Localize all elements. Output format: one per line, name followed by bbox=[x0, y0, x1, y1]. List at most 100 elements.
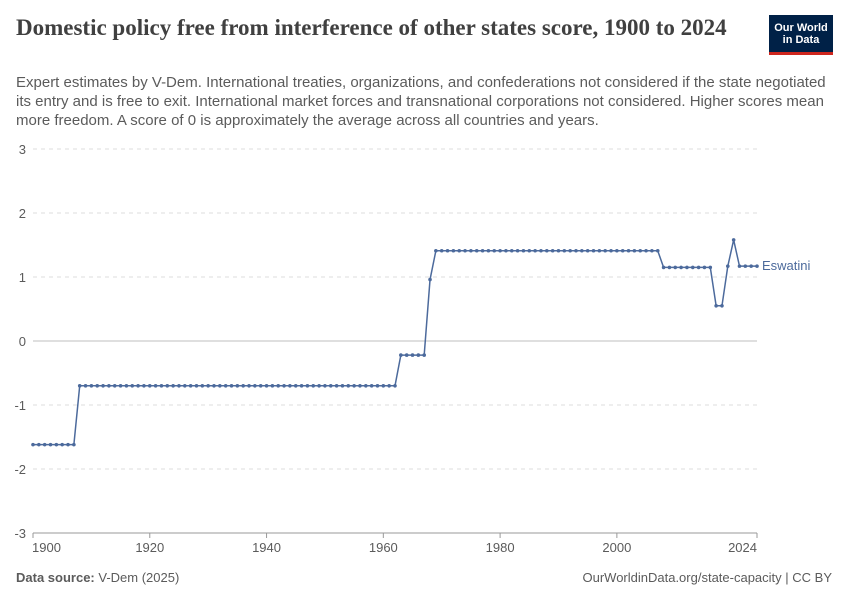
data-point bbox=[387, 384, 391, 388]
data-point bbox=[504, 248, 508, 253]
data-point bbox=[539, 248, 543, 253]
data-point bbox=[521, 248, 526, 253]
data-point bbox=[574, 248, 578, 253]
data-point bbox=[136, 384, 140, 388]
data-point bbox=[533, 248, 537, 253]
data-point bbox=[77, 384, 82, 388]
data-point bbox=[37, 442, 41, 447]
data-point bbox=[258, 384, 263, 388]
data-point bbox=[223, 384, 228, 388]
data-point bbox=[183, 384, 187, 388]
data-point bbox=[644, 248, 648, 253]
data-source: Data source: V-Dem (2025) bbox=[16, 570, 179, 585]
data-point bbox=[434, 248, 438, 253]
data-point bbox=[305, 384, 310, 388]
x-tick-label: 1940 bbox=[252, 540, 281, 555]
data-point bbox=[422, 353, 426, 357]
data-point bbox=[241, 384, 245, 388]
x-tick-label: 1960 bbox=[369, 540, 398, 555]
data-point bbox=[731, 238, 736, 242]
data-point bbox=[690, 265, 695, 270]
data-point bbox=[696, 265, 701, 270]
data-point bbox=[31, 442, 35, 447]
data-point bbox=[393, 384, 397, 388]
data-point bbox=[270, 384, 275, 388]
data-point bbox=[562, 248, 567, 253]
owid-logo[interactable]: Our World in Data bbox=[769, 15, 833, 55]
data-point bbox=[323, 384, 327, 388]
data-point bbox=[410, 353, 415, 357]
data-point bbox=[48, 442, 53, 447]
data-point bbox=[632, 248, 637, 253]
data-point bbox=[469, 248, 473, 253]
data-point bbox=[714, 304, 718, 308]
data-point bbox=[364, 384, 368, 388]
data-point bbox=[334, 384, 339, 388]
data-point bbox=[492, 248, 497, 253]
source-url[interactable]: OurWorldinData.org/state-capacity | CC B… bbox=[582, 570, 832, 585]
data-point bbox=[130, 384, 135, 388]
data-point bbox=[650, 248, 654, 253]
data-point bbox=[293, 384, 298, 388]
data-point bbox=[206, 384, 210, 388]
data-point bbox=[591, 248, 596, 253]
logo-line-1: Our World bbox=[774, 21, 828, 34]
x-tick-label: 1920 bbox=[135, 540, 164, 555]
y-tick-label: 2 bbox=[19, 206, 26, 221]
data-point bbox=[72, 442, 76, 447]
data-point bbox=[328, 384, 333, 388]
data-point bbox=[626, 248, 631, 253]
data-point bbox=[457, 248, 462, 253]
data-point bbox=[83, 384, 88, 388]
y-tick-label: -2 bbox=[14, 462, 26, 477]
data-source-value: V-Dem (2025) bbox=[98, 570, 180, 585]
data-point bbox=[545, 248, 549, 253]
data-point bbox=[264, 384, 269, 388]
data-point bbox=[416, 353, 421, 357]
data-point bbox=[620, 248, 625, 253]
data-point bbox=[603, 248, 607, 253]
data-point bbox=[428, 277, 432, 282]
data-point bbox=[60, 442, 64, 447]
data-point bbox=[352, 384, 356, 388]
y-tick-label: -1 bbox=[14, 398, 26, 413]
data-point bbox=[568, 248, 572, 253]
y-tick-label: 0 bbox=[19, 334, 26, 349]
data-point bbox=[445, 248, 450, 253]
data-point bbox=[585, 248, 590, 253]
data-point bbox=[171, 384, 175, 388]
data-point bbox=[288, 384, 292, 388]
data-point bbox=[212, 384, 216, 388]
data-point bbox=[527, 248, 532, 253]
data-point bbox=[702, 265, 707, 270]
data-point bbox=[655, 248, 660, 253]
data-point bbox=[118, 384, 123, 388]
chart-title: Domestic policy free from interference o… bbox=[16, 15, 727, 40]
data-point bbox=[439, 248, 444, 253]
series-line-eswatini bbox=[33, 239, 757, 446]
data-point bbox=[737, 264, 742, 268]
data-point bbox=[743, 264, 748, 268]
y-tick-label: -3 bbox=[14, 526, 26, 541]
data-point bbox=[54, 442, 59, 447]
y-tick-label: 3 bbox=[19, 142, 26, 157]
data-point bbox=[375, 384, 380, 388]
data-point bbox=[247, 384, 251, 388]
data-point bbox=[556, 248, 561, 253]
axis-layer: 3 2 1 0 -1 -2 -3 1900 1920 1940 1960 1980 2000 2024 bbox=[14, 142, 758, 555]
x-tick-label: 2024 bbox=[728, 540, 757, 555]
data-point bbox=[194, 384, 199, 388]
data-point bbox=[726, 264, 730, 268]
x-tick-label: 2000 bbox=[602, 540, 631, 555]
data-point bbox=[107, 384, 111, 388]
data-point bbox=[89, 384, 94, 388]
data-point bbox=[638, 248, 643, 253]
data-point bbox=[474, 248, 479, 253]
data-point bbox=[673, 265, 678, 270]
data-point bbox=[124, 384, 129, 388]
data-point bbox=[609, 248, 613, 253]
data-point bbox=[451, 248, 456, 253]
data-point bbox=[153, 384, 158, 388]
data-point bbox=[720, 304, 724, 308]
